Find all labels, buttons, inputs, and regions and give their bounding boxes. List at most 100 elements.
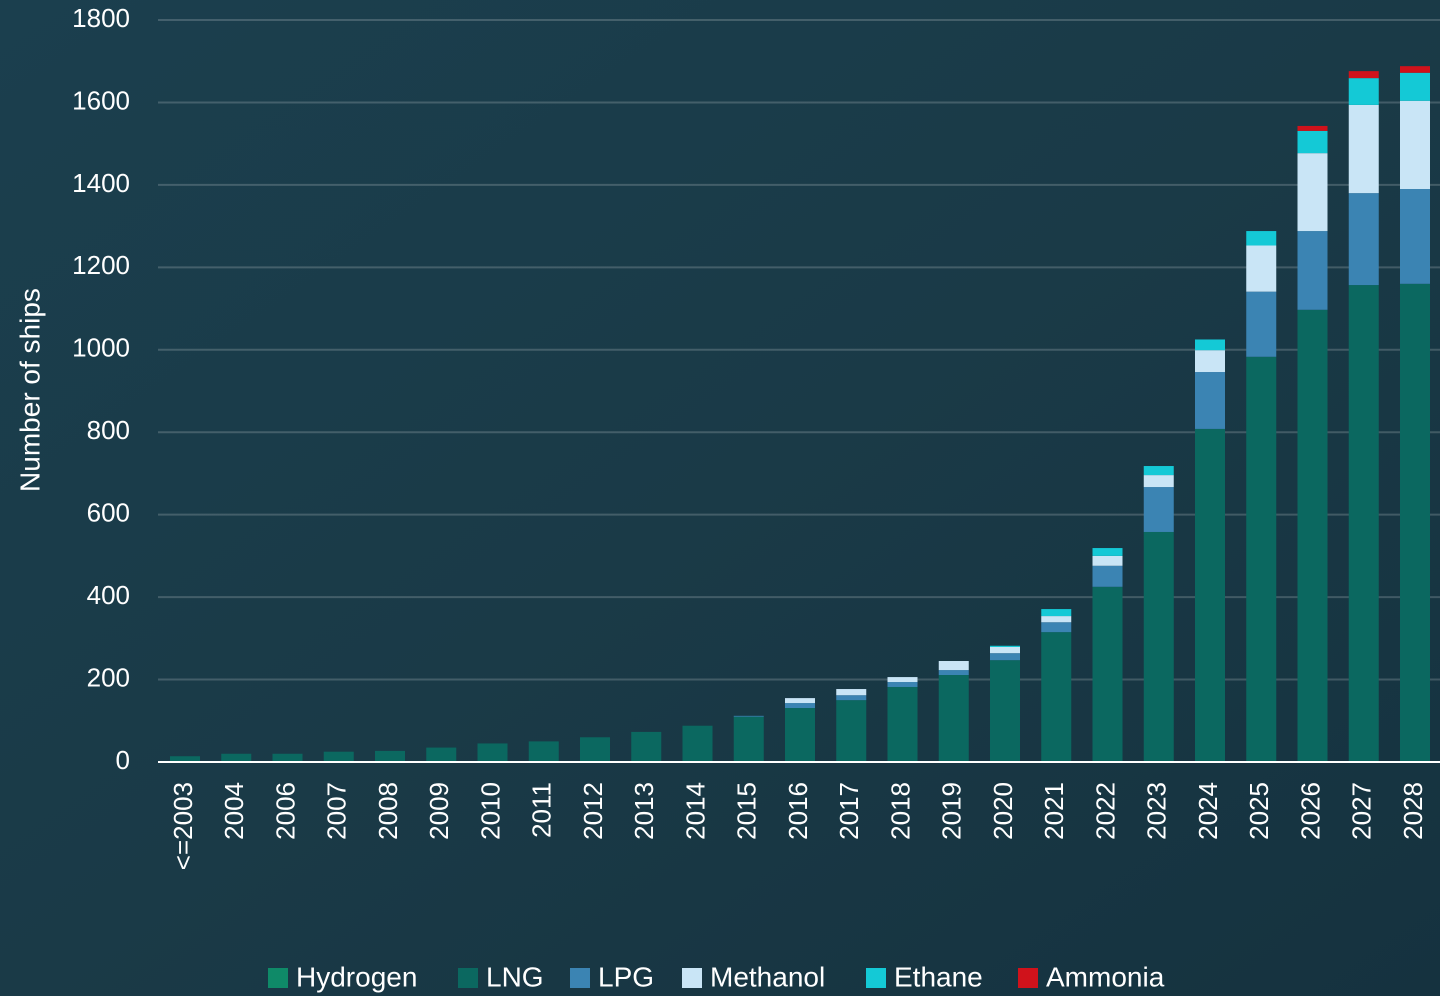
chart: Number of ships 0 200 400 600 800 1000 1200 140… [0, 0, 1440, 996]
bar-segment [1400, 189, 1430, 284]
bar-segment [939, 675, 969, 762]
bar-segment [375, 751, 405, 762]
x-tick-label: 2012 [578, 782, 608, 840]
bar-segment [734, 717, 764, 762]
bar-segment [1195, 350, 1225, 372]
x-tick-label: 2004 [219, 782, 249, 840]
x-tick-label: <=2003 [168, 782, 198, 870]
bar-segment [734, 716, 764, 717]
x-tick-label: 2013 [629, 782, 659, 840]
bar-segment [785, 703, 815, 708]
bar-segment [273, 754, 303, 762]
bar-segment [529, 741, 559, 762]
y-tick-label: 1800 [72, 3, 130, 33]
bar-segment [1144, 466, 1174, 475]
bar-segment [939, 670, 969, 675]
bar-segment [1298, 231, 1328, 310]
bar-segment [426, 748, 456, 762]
x-tick-label: 2021 [1039, 782, 1069, 840]
y-tick-label: 200 [87, 662, 130, 692]
bar-segment [1298, 153, 1328, 231]
bar-segment [1041, 622, 1071, 632]
bar-segment [1246, 357, 1276, 762]
bar-segment [836, 689, 866, 695]
bar-segment [1349, 78, 1379, 105]
legend-label: Ethane [894, 961, 983, 992]
bar-segment [1041, 609, 1071, 616]
bar-segment [785, 698, 815, 703]
x-tick-label: 2016 [783, 782, 813, 840]
bar-segment [990, 647, 1020, 653]
bar-segment [1298, 310, 1328, 762]
bar-segment [836, 700, 866, 762]
x-tick-label: 2015 [732, 782, 762, 840]
bar-segment [1093, 548, 1123, 556]
x-tick-label: 2023 [1142, 782, 1172, 840]
legend-swatch [1018, 968, 1038, 988]
x-tick-label: 2025 [1244, 782, 1274, 840]
y-axis-label: Number of ships [14, 288, 45, 492]
bar-segment [1400, 66, 1430, 73]
x-tick-label: 2006 [270, 782, 300, 840]
legend-label: Methanol [710, 961, 825, 992]
x-tick-label: 2009 [424, 782, 454, 840]
bar-segment [1093, 566, 1123, 587]
bar-segment [1144, 532, 1174, 762]
y-tick-label: 400 [87, 580, 130, 610]
bar-segment [324, 752, 354, 762]
x-tick-label: 2027 [1347, 782, 1377, 840]
legend-label: Ammonia [1046, 961, 1165, 992]
x-tick-label: 2017 [834, 782, 864, 840]
bar-segment [1195, 372, 1225, 429]
bar-segment [1144, 487, 1174, 532]
x-tick-label: 2028 [1398, 782, 1428, 840]
x-tick-label: 2019 [937, 782, 967, 840]
y-tick-label: 1000 [72, 333, 130, 363]
bar-segment [836, 695, 866, 700]
bar-segment [785, 708, 815, 762]
bar-segment [1400, 284, 1430, 762]
bar-segment [888, 682, 918, 687]
bar-segment [939, 661, 969, 670]
bar-segment [1400, 73, 1430, 101]
bar-segment [1041, 616, 1071, 622]
legend-swatch [458, 968, 478, 988]
x-tick-label: 2022 [1090, 782, 1120, 840]
y-tick-label: 600 [87, 498, 130, 528]
legend-label: LNG [486, 961, 544, 992]
bar-segment [1093, 556, 1123, 566]
bar-segment [1246, 292, 1276, 357]
bar-segment [1195, 339, 1225, 350]
bar-segment [1349, 105, 1379, 193]
y-tick-label: 0 [116, 745, 130, 775]
bar-segment [1093, 587, 1123, 762]
bar-segment [1246, 245, 1276, 291]
bar-segment [221, 754, 251, 762]
x-tick-label: 2014 [680, 782, 710, 840]
y-tick-label: 800 [87, 415, 130, 445]
bar-segment [990, 660, 1020, 762]
bar-segment [478, 743, 508, 762]
legend-label: Hydrogen [296, 961, 417, 992]
bar-segment [990, 646, 1020, 647]
x-tick-label: 2020 [988, 782, 1018, 840]
bar-segment [1195, 429, 1225, 762]
bar-segment [888, 677, 918, 682]
bar-segment [1298, 126, 1328, 131]
bar-segment [1144, 475, 1174, 487]
bar-segment [683, 726, 713, 762]
x-tick-label: 2007 [322, 782, 352, 840]
bar-segment [1349, 285, 1379, 762]
y-tick-label: 1200 [72, 250, 130, 280]
x-tick-label: 2008 [373, 782, 403, 840]
bar-segment [990, 653, 1020, 660]
bar-segment [1349, 71, 1379, 78]
legend-swatch [268, 968, 288, 988]
bar-segment [1041, 632, 1071, 762]
bar-segment [631, 732, 661, 762]
bar-segment [1298, 131, 1328, 153]
y-tick-label: 1400 [72, 168, 130, 198]
x-tick-label: 2018 [885, 782, 915, 840]
legend-swatch [570, 968, 590, 988]
legend-label: LPG [598, 961, 654, 992]
